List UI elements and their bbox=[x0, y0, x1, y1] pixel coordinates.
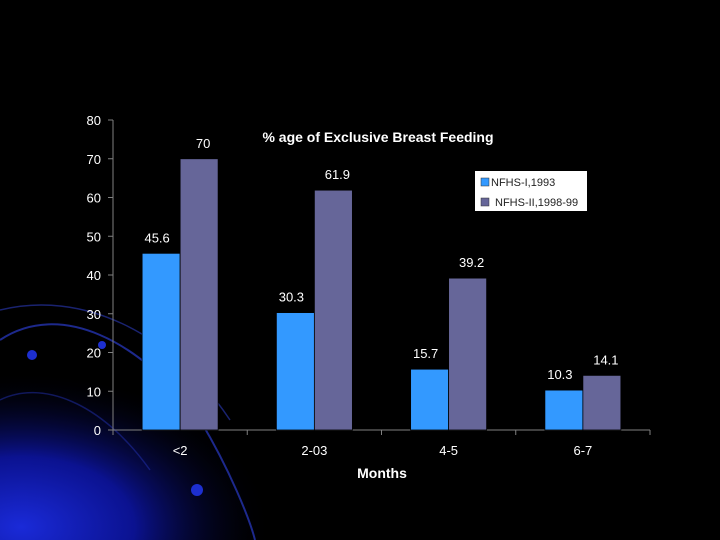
bar-nfhs-i bbox=[141, 252, 181, 431]
chart-legend: NFHS-I,1993 NFHS-II,1998-99 bbox=[475, 171, 587, 211]
swoosh-line bbox=[0, 392, 151, 471]
y-tick-label: 0 bbox=[94, 423, 101, 438]
x-axis-title: Months bbox=[357, 465, 407, 481]
legend-label-nfhs-ii: NFHS-II,1998-99 bbox=[495, 197, 578, 209]
y-tick-label: 20 bbox=[87, 346, 101, 361]
bar-nfhs-ii bbox=[582, 374, 622, 431]
data-label: 45.6 bbox=[144, 230, 169, 245]
chart-labels: 45.6 30.3 15.7 10.3 70 61.9 39.2 14.1 bbox=[144, 136, 618, 382]
data-label: 15.7 bbox=[413, 346, 438, 361]
data-label: 39.2 bbox=[459, 255, 484, 270]
y-tick-label: 40 bbox=[87, 268, 101, 283]
chart-bars bbox=[141, 158, 622, 431]
data-label: 70 bbox=[196, 136, 210, 151]
legend-swatch-nfhs-ii bbox=[480, 197, 490, 207]
data-label: 30.3 bbox=[279, 290, 304, 305]
bar-nfhs-i bbox=[275, 312, 315, 431]
y-tick-label: 70 bbox=[87, 152, 101, 167]
data-label: 10.3 bbox=[547, 367, 572, 382]
decor-dot bbox=[98, 341, 106, 349]
bar-nfhs-ii bbox=[179, 158, 219, 431]
y-tick-label: 10 bbox=[87, 384, 101, 399]
y-tick-label: 80 bbox=[87, 113, 101, 128]
x-tick-label: 4-5 bbox=[439, 443, 458, 458]
y-tick-label: 60 bbox=[87, 191, 101, 206]
data-label: 14.1 bbox=[593, 352, 618, 367]
legend-label-nfhs-i: NFHS-I,1993 bbox=[491, 177, 555, 189]
x-tick-label: <2 bbox=[173, 443, 188, 458]
data-label: 61.9 bbox=[325, 167, 350, 182]
y-tick-label: 30 bbox=[87, 307, 101, 322]
bar-nfhs-i bbox=[410, 368, 450, 431]
chart-axes: 0 10 20 30 40 50 60 70 80 <2 2-03 4-5 6-7 bbox=[87, 113, 651, 458]
bar-nfhs-ii bbox=[313, 189, 353, 431]
x-tick-label: 2-03 bbox=[301, 443, 327, 458]
legend-swatch-nfhs-i bbox=[480, 177, 490, 187]
bar-nfhs-i bbox=[544, 389, 584, 431]
y-tick-label: 50 bbox=[87, 229, 101, 244]
decor-dot bbox=[191, 484, 203, 496]
decor-dot bbox=[27, 350, 37, 360]
legend-box bbox=[475, 171, 587, 211]
bar-nfhs-ii bbox=[448, 277, 488, 431]
chart-title: % age of Exclusive Breast Feeding bbox=[262, 129, 493, 145]
x-tick-label: 6-7 bbox=[573, 443, 592, 458]
